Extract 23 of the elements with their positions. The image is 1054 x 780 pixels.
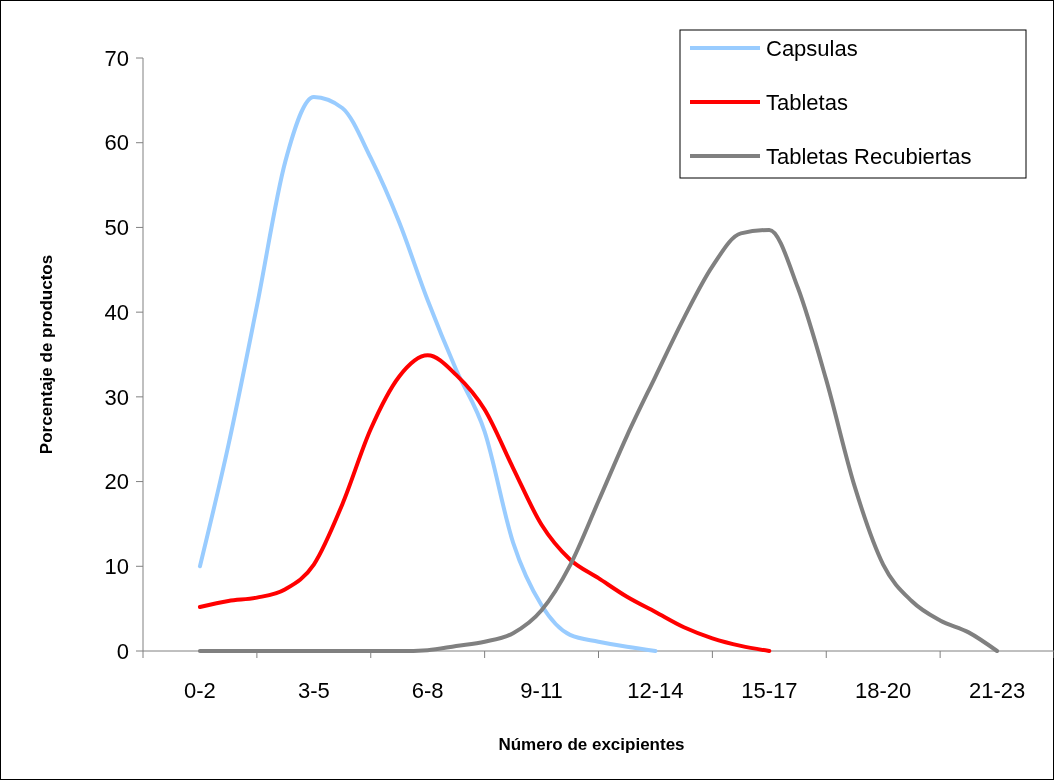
y-tick-label: 30 <box>104 384 129 410</box>
x-tick-label: 15-17 <box>741 678 798 703</box>
x-tick-label: 21-23 <box>968 678 1026 703</box>
x-tick-label: 12-14 <box>627 678 684 703</box>
legend-label: Tabletas Recubiertas <box>766 143 972 169</box>
x-axis-title: Número de excipientes <box>498 735 685 754</box>
x-tick-label: 9-11 <box>520 678 563 703</box>
y-tick-label: 10 <box>104 553 129 579</box>
x-tick-label: 6-8 <box>411 678 444 703</box>
legend-label: Tabletas <box>766 89 848 115</box>
y-axis-title: Porcentaje de productos <box>37 254 56 455</box>
y-tick-label: 70 <box>104 45 129 71</box>
x-tick-label: 3-5 <box>297 678 330 703</box>
y-tick-label: 20 <box>104 469 129 495</box>
line-series <box>197 94 658 653</box>
legend-label: Capsulas <box>766 35 858 61</box>
y-tick-label: 0 <box>116 638 129 664</box>
y-tick-label: 50 <box>104 215 129 241</box>
x-tick-label: 0-2 <box>184 678 216 703</box>
line-series <box>197 353 772 653</box>
x-tick-label: 18-20 <box>855 678 912 703</box>
y-tick-label: 60 <box>104 130 129 156</box>
y-tick-label: 40 <box>104 299 129 325</box>
